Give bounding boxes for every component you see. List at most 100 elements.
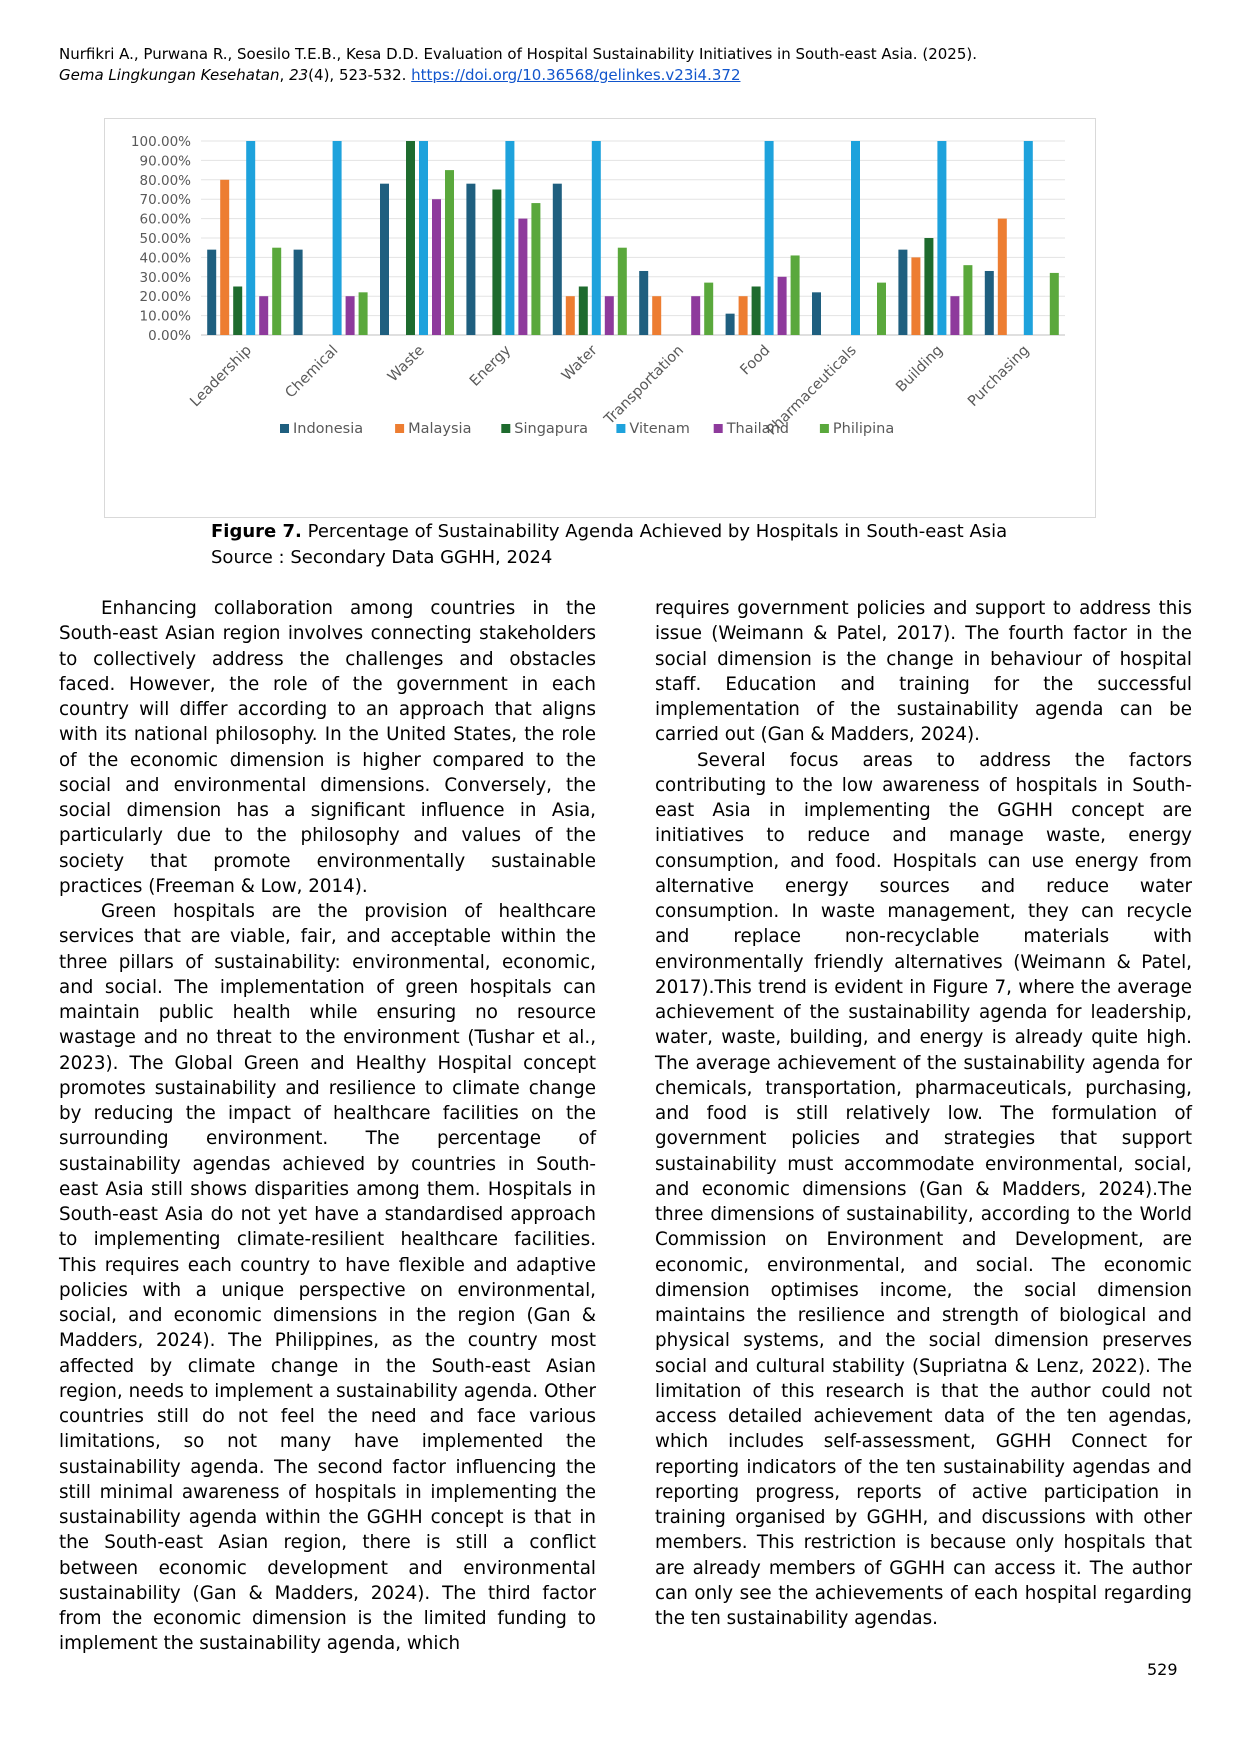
bar-indonesia (812, 292, 821, 335)
bar-philipina (358, 292, 368, 335)
legend-swatch-malaysia (395, 424, 405, 433)
x-tick-label: Water (559, 342, 601, 384)
bar-singapura (492, 189, 502, 335)
left-column: Enhancing collaboration among countries … (59, 596, 596, 1657)
bar-singapura (751, 286, 761, 335)
y-tick-label: 50.00% (140, 231, 192, 247)
y-tick-label: 70.00% (140, 192, 192, 208)
volume-separator: , (279, 66, 290, 84)
bar-vitenam (937, 141, 947, 335)
bar-vitenam (591, 141, 601, 335)
y-tick-label: 80.00% (140, 173, 192, 189)
y-tick-label: 60.00% (140, 212, 192, 228)
caption-source: Source : Secondary Data GGHH, 2024 (211, 547, 553, 568)
x-tick-label: Leadership (187, 343, 255, 411)
bar-philipina (617, 247, 627, 335)
figure-7-chart: 0.00% 10.00% 20.00% 30.00% 40.00% 50.00% 60.00… (104, 118, 1096, 518)
x-tick-label: Waste (385, 342, 428, 385)
legend-swatch-vitenam (616, 424, 626, 433)
y-tick-label: 40.00% (140, 250, 192, 266)
right-column: requires government policies and support… (655, 596, 1192, 1631)
caption-title-line: Figure 7. Percentage of Sustainability A… (211, 519, 1111, 545)
bar-malaysia (652, 296, 662, 335)
journal-name: Gema Lingkungan Kesehatan (59, 66, 280, 84)
bar-chart-svg: 0.00% 10.00% 20.00% 30.00% 40.00% 50.00% 60.00… (131, 134, 1065, 439)
bar-indonesia (984, 270, 994, 335)
y-tick-label: 20.00% (140, 289, 192, 305)
bar-thailand (259, 296, 269, 335)
figure-caption: Figure 7. Percentage of Sustainability A… (211, 519, 1111, 571)
bar-malaysia (997, 218, 1007, 335)
bar-vitenam (246, 141, 256, 335)
legend-label: Malaysia (408, 421, 471, 437)
body-paragraph: Several focus areas to address the facto… (655, 749, 1192, 1630)
bar-vitenam (419, 141, 428, 335)
legend-swatch-philipina (819, 424, 829, 433)
y-tick-label: 10.00% (140, 309, 192, 325)
bar-philipina (790, 255, 800, 335)
bar-philipina (704, 282, 714, 335)
figure-label: Figure 7. (211, 521, 302, 542)
x-tick-label: Transportation (601, 343, 687, 429)
bar-indonesia (207, 249, 217, 335)
y-tick-label: 90.00% (140, 153, 192, 169)
x-tick-label: Energy (467, 342, 515, 390)
legend-swatch-thailand (713, 424, 723, 433)
bar-vitenam (332, 141, 342, 335)
bar-indonesia (293, 249, 303, 335)
citation-header: Nurfikri A., Purwana R., Soesilo T.E.B.,… (59, 44, 1189, 86)
bar-vitenam (851, 141, 860, 335)
y-tick-label: 30.00% (140, 270, 192, 286)
bar-malaysia (565, 296, 575, 335)
body-paragraph: Green hospitals are the provision of hea… (59, 901, 596, 1655)
bar-vitenam (505, 141, 515, 335)
body-paragraph: Enhancing collaboration among countries … (59, 598, 596, 897)
legend-label: Indonesia (293, 421, 363, 437)
bar-singapura (924, 238, 934, 335)
bar-vitenam (764, 141, 774, 335)
bar-malaysia (911, 257, 921, 335)
bar-thailand (518, 218, 528, 335)
x-tick-label: Food (738, 343, 774, 379)
legend-swatch-singapura (501, 424, 511, 433)
legend-swatch-indonesia (280, 424, 289, 433)
bar-philipina (445, 170, 454, 335)
bar-philipina (531, 203, 541, 335)
body-paragraph-continued: requires government policies and support… (655, 598, 1192, 746)
x-tick-label: Purchasing (965, 343, 1032, 410)
bar-indonesia (380, 183, 389, 335)
legend-label: Philipina (833, 421, 894, 437)
bar-thailand (604, 296, 614, 335)
legend-label: Vitenam (629, 421, 689, 437)
doi-link[interactable]: https://doi.org/10.36568/gelinkes.v23i4.… (411, 66, 741, 84)
bar-thailand (432, 199, 441, 335)
bar-philipina (877, 282, 886, 335)
bar-vitenam (1023, 141, 1033, 335)
bar-thailand (777, 276, 787, 335)
bar-philipina (272, 247, 282, 335)
citation-line: Nurfikri A., Purwana R., Soesilo T.E.B.,… (59, 45, 977, 63)
journal-line: Gema Lingkungan Kesehatan, 23(4), 523-53… (59, 65, 1189, 86)
bar-indonesia (898, 249, 908, 335)
y-tick-label: 100.00% (131, 134, 191, 150)
bar-singapura (578, 286, 588, 335)
page-number: 529 (1147, 1660, 1178, 1679)
bar-singapura (406, 141, 415, 335)
legend-label: Thailand (726, 421, 789, 437)
bar-malaysia (220, 179, 230, 335)
x-tick-label: Chemical (283, 343, 342, 402)
caption-text: Percentage of Sustainability Agenda Achi… (301, 521, 1008, 542)
bar-indonesia (552, 183, 562, 335)
bar-malaysia (738, 296, 748, 335)
bar-indonesia (639, 270, 649, 335)
bar-indonesia (725, 313, 735, 335)
y-tick-label: 0.00% (148, 328, 191, 344)
legend-label: Singapura (514, 421, 588, 437)
bar-singapura (233, 286, 243, 335)
x-tick-label: Building (893, 343, 946, 396)
bar-thailand (950, 296, 960, 335)
journal-volume: 23 (289, 66, 309, 84)
bar-thailand (691, 296, 701, 335)
bar-philipina (963, 265, 973, 335)
bar-thailand (345, 296, 355, 335)
